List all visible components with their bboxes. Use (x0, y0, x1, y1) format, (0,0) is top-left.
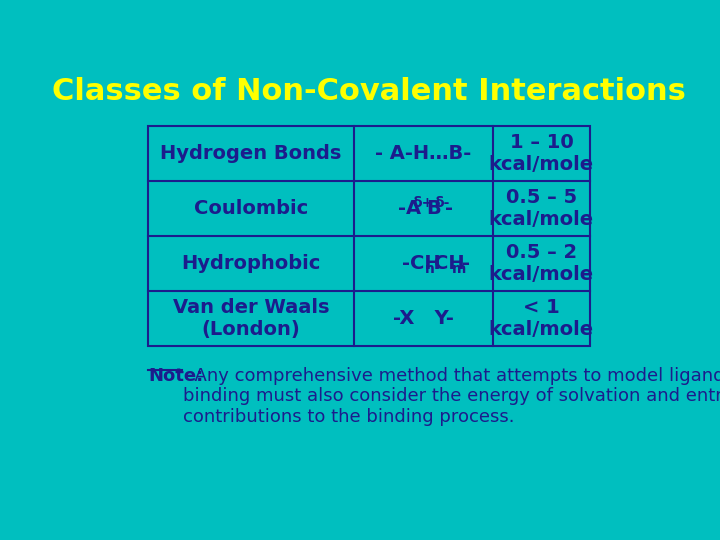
Text: Van der Waals
(London): Van der Waals (London) (173, 298, 329, 339)
Text: δ+: δ+ (413, 197, 433, 210)
Text: Hydrophobic: Hydrophobic (181, 254, 320, 273)
Text: 1 – 10
kcal/mole: 1 – 10 kcal/mole (489, 133, 594, 174)
Text: Coulombic: Coulombic (194, 199, 308, 218)
Text: n: n (425, 262, 435, 276)
Text: Note:: Note: (148, 367, 203, 384)
Text: δ-: δ- (434, 197, 449, 210)
Text: -CH: -CH (402, 254, 440, 273)
Text: 0.5 – 2
kcal/mole: 0.5 – 2 kcal/mole (489, 243, 594, 284)
Text: -A: -A (398, 199, 422, 218)
Text: 0.5 – 5
kcal/mole: 0.5 – 5 kcal/mole (489, 188, 594, 229)
Text: -: - (462, 254, 470, 273)
Text: CH: CH (434, 254, 464, 273)
Text: Hydrogen Bonds: Hydrogen Bonds (160, 144, 341, 163)
Bar (148, 126, 590, 346)
Text: B: B (426, 199, 441, 218)
Text: - A-H…B-: - A-H…B- (375, 144, 472, 163)
Text: Classes of Non-Covalent Interactions: Classes of Non-Covalent Interactions (52, 77, 686, 106)
Text: m: m (452, 262, 467, 276)
Text: -X   Y-: -X Y- (393, 309, 454, 328)
Text: Any comprehensive method that attempts to model ligand
binding must also conside: Any comprehensive method that attempts t… (183, 367, 720, 426)
Text: < 1
kcal/mole: < 1 kcal/mole (489, 298, 594, 339)
Text: -: - (445, 199, 453, 218)
